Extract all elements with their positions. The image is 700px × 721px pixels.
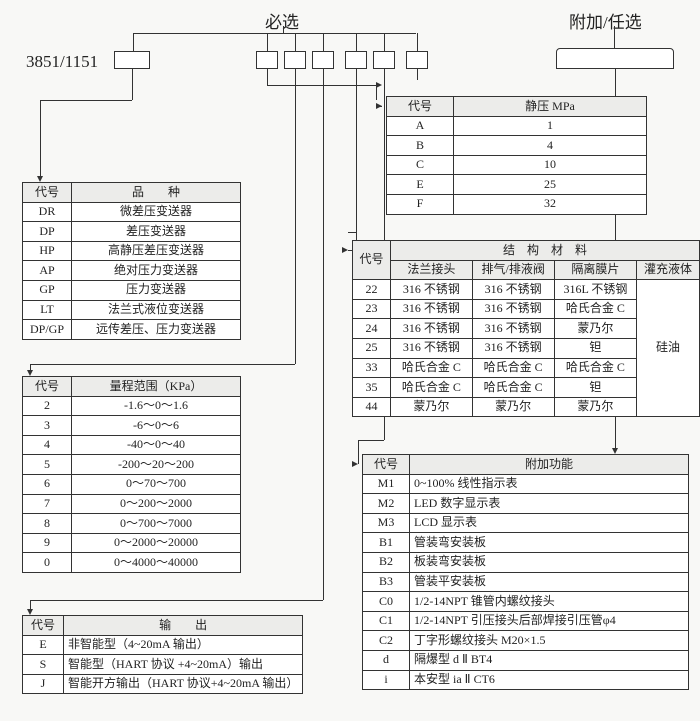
connector (614, 26, 615, 48)
model-number: 3851/1151 (26, 52, 98, 72)
table-row: C10 (387, 155, 647, 175)
table-row: B3管装平安装板 (363, 572, 689, 592)
table-row: 5-200～20～200 (23, 455, 241, 475)
connector (132, 69, 133, 100)
connector (267, 85, 376, 86)
table-kind: 代号品 种DR微差压变送器DP差压变送器HP高静压差压变送器AP绝对压力变送器G… (22, 182, 241, 340)
connector (358, 440, 384, 441)
col-3: 灌充液体 (637, 260, 700, 280)
connector (356, 69, 357, 232)
table-row: d隔爆型 d Ⅱ BT4 (363, 650, 689, 670)
connector (295, 33, 296, 51)
table-row: F32 (387, 194, 647, 214)
connector (295, 69, 296, 364)
table-row: 4-40～0～40 (23, 435, 241, 455)
connector (283, 26, 284, 33)
col-span: 结 构 材 料 (391, 241, 700, 261)
table-row: HP高静压差压变送器 (23, 241, 241, 261)
connector (384, 69, 385, 80)
table-row: 00～4000～40000 (23, 553, 241, 573)
connector (384, 33, 385, 51)
required-slot-2 (284, 51, 306, 69)
connector (323, 33, 324, 51)
col-code: 代号 (353, 241, 391, 280)
col-0: 代号 (387, 97, 454, 117)
required-slot-1 (256, 51, 278, 69)
table-addon: 代号附加功能M10~100% 线性指示表M2LED 数字显示表M3LCD 显示表… (362, 454, 689, 690)
connector (323, 69, 324, 600)
table-row: C11/2-14NPT 引压接头后部焊接引压管φ4 (363, 611, 689, 631)
connector (133, 33, 134, 51)
col-0: 代号 (363, 455, 410, 475)
col-0: 法兰接头 (391, 260, 473, 280)
optional-slot (556, 48, 674, 69)
connector (267, 69, 268, 85)
connector (267, 33, 268, 51)
table-row: LT法兰式液位变送器 (23, 300, 241, 320)
optional-label: 附加/任选 (569, 8, 642, 33)
table-row: B1管装弯安装板 (363, 533, 689, 553)
table-row: 2-1.6～0～1.6 (23, 396, 241, 416)
connector (40, 100, 41, 176)
table-row: 22316 不锈钢316 不锈钢316L 不锈钢硅油 (353, 280, 700, 300)
table-row: 80～700～7000 (23, 514, 241, 534)
table-row: B4 (387, 136, 647, 156)
col-1: 静压 MPa (454, 97, 647, 117)
table-row: M2LED 数字显示表 (363, 494, 689, 514)
connector (40, 100, 132, 101)
table-row: 3-6～0～6 (23, 416, 241, 436)
connector (30, 600, 323, 601)
connector (358, 440, 359, 464)
table-row: C01/2-14NPT 锥管内螺纹接头 (363, 592, 689, 612)
connector (376, 106, 382, 107)
table-row: E非智能型（4~20mA 输出） (23, 635, 303, 655)
col-1: 排气/排液阀 (472, 260, 554, 280)
table-row: i本安型 ia Ⅱ CT6 (363, 670, 689, 690)
table-row: M3LCD 显示表 (363, 513, 689, 533)
connector (30, 364, 295, 365)
table-row: M10~100% 线性指示表 (363, 474, 689, 494)
table-row: B2板装弯安装板 (363, 552, 689, 572)
table-output: 代号输 出E非智能型（4~20mA 输出）S智能型（HART 协议 +4~20m… (22, 615, 303, 694)
connector (356, 33, 357, 51)
table-row: DR微差压变送器 (23, 202, 241, 222)
model-slot (114, 51, 150, 69)
col-0: 代号 (23, 183, 72, 203)
required-slot-5 (373, 51, 395, 69)
table-row: AP绝对压力变送器 (23, 261, 241, 281)
required-slot-3 (312, 51, 334, 69)
col-1: 输 出 (64, 616, 303, 636)
table-row: 70～200～2000 (23, 494, 241, 514)
fluid-cell: 硅油 (637, 280, 700, 417)
table-row: S智能型（HART 协议 +4~20mA）输出 (23, 655, 303, 675)
connector (348, 232, 356, 233)
connector (30, 600, 31, 609)
table-row: 60～70～700 (23, 474, 241, 494)
required-slot-6 (406, 51, 428, 69)
table-static: 代号静压 MPaA1B4C10E25F32 (386, 96, 647, 215)
table-row: 90～2000～20000 (23, 533, 241, 553)
connector (133, 33, 416, 34)
col-0: 代号 (23, 616, 64, 636)
col-1: 量程范围（KPa） (72, 377, 241, 397)
table-struct: 代号结 构 材 料法兰接头排气/排液阀隔离膜片灌充液体22316 不锈钢316 … (352, 240, 700, 417)
required-slot-4 (345, 51, 367, 69)
table-row: DP/GP远传差压、压力变送器 (23, 320, 241, 340)
table-range: 代号量程范围（KPa）2-1.6～0～1.63-6～0～64-40～0～405-… (22, 376, 241, 573)
required-label: 必选 (265, 8, 299, 33)
connector (417, 69, 418, 80)
col-1: 附加功能 (410, 455, 689, 475)
col-0: 代号 (23, 377, 72, 397)
col-2: 隔离膜片 (554, 260, 636, 280)
table-row: E25 (387, 175, 647, 195)
table-row: DP差压变送器 (23, 222, 241, 242)
connector (376, 85, 377, 100)
table-row: J智能开方输出（HART 协议+4~20mA 输出） (23, 674, 303, 694)
table-row: A1 (387, 116, 647, 136)
col-1: 品 种 (72, 183, 241, 203)
connector (417, 33, 418, 51)
table-row: C2丁字形螺纹接头 M20×1.5 (363, 631, 689, 651)
table-row: GP压力变送器 (23, 280, 241, 300)
arrow-right-icon (352, 461, 358, 467)
